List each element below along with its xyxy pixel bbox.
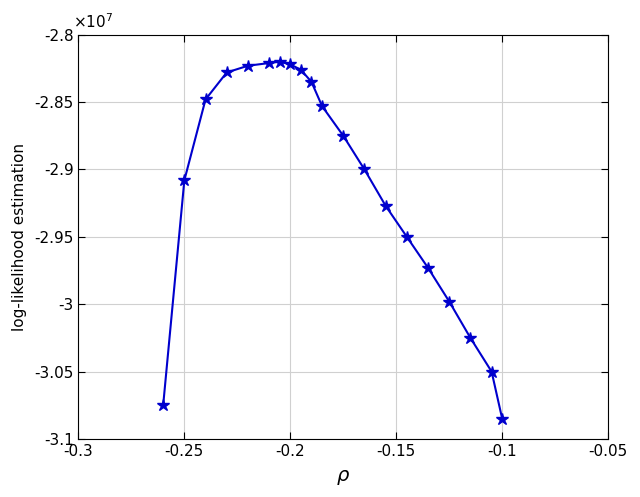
X-axis label: ρ: ρ [337,466,349,485]
Text: $\times10^7$: $\times10^7$ [73,12,113,31]
Y-axis label: log-likelihood estimation: log-likelihood estimation [12,143,28,331]
